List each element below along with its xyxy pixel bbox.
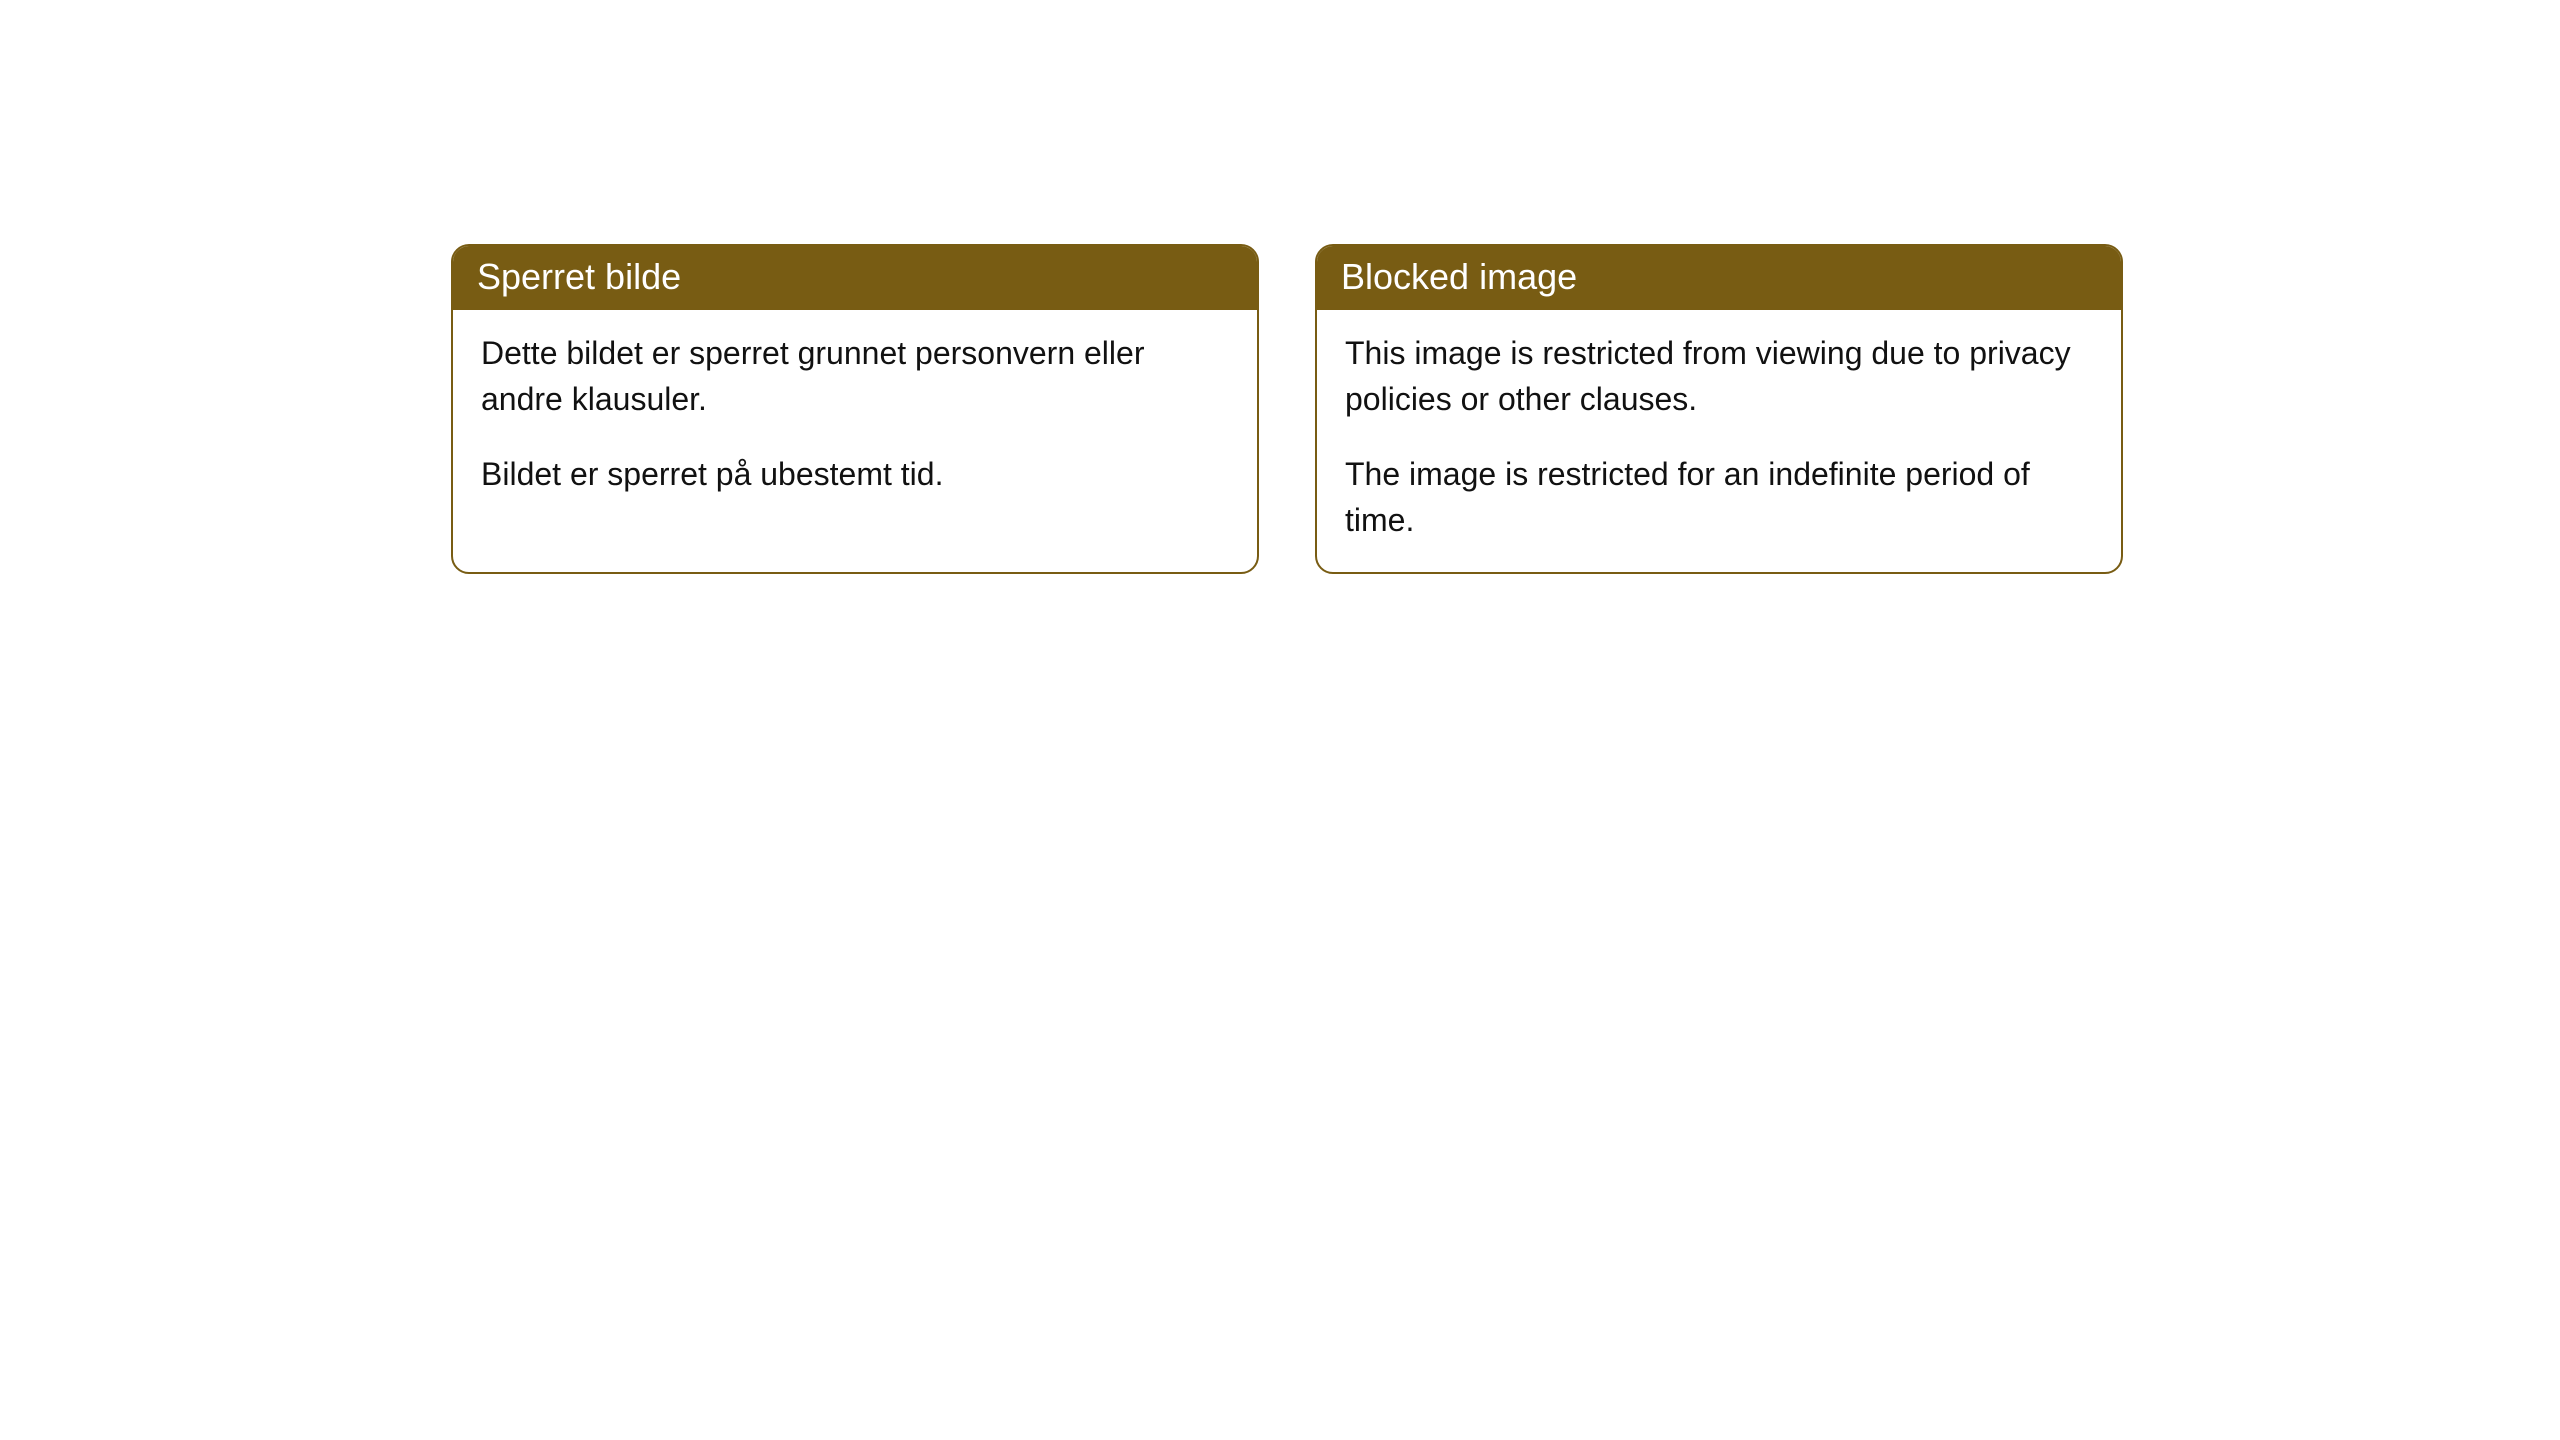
- card-body-text-2: The image is restricted for an indefinit…: [1345, 451, 2093, 544]
- card-header: Sperret bilde: [453, 246, 1257, 310]
- notice-container: Sperret bilde Dette bildet er sperret gr…: [0, 0, 2560, 574]
- card-body-text-1: Dette bildet er sperret grunnet personve…: [481, 330, 1229, 423]
- card-body: Dette bildet er sperret grunnet personve…: [453, 310, 1257, 525]
- card-body-text-2: Bildet er sperret på ubestemt tid.: [481, 451, 1229, 497]
- notice-card-norwegian: Sperret bilde Dette bildet er sperret gr…: [451, 244, 1259, 574]
- card-body-text-1: This image is restricted from viewing du…: [1345, 330, 2093, 423]
- card-header: Blocked image: [1317, 246, 2121, 310]
- notice-card-english: Blocked image This image is restricted f…: [1315, 244, 2123, 574]
- card-body: This image is restricted from viewing du…: [1317, 310, 2121, 572]
